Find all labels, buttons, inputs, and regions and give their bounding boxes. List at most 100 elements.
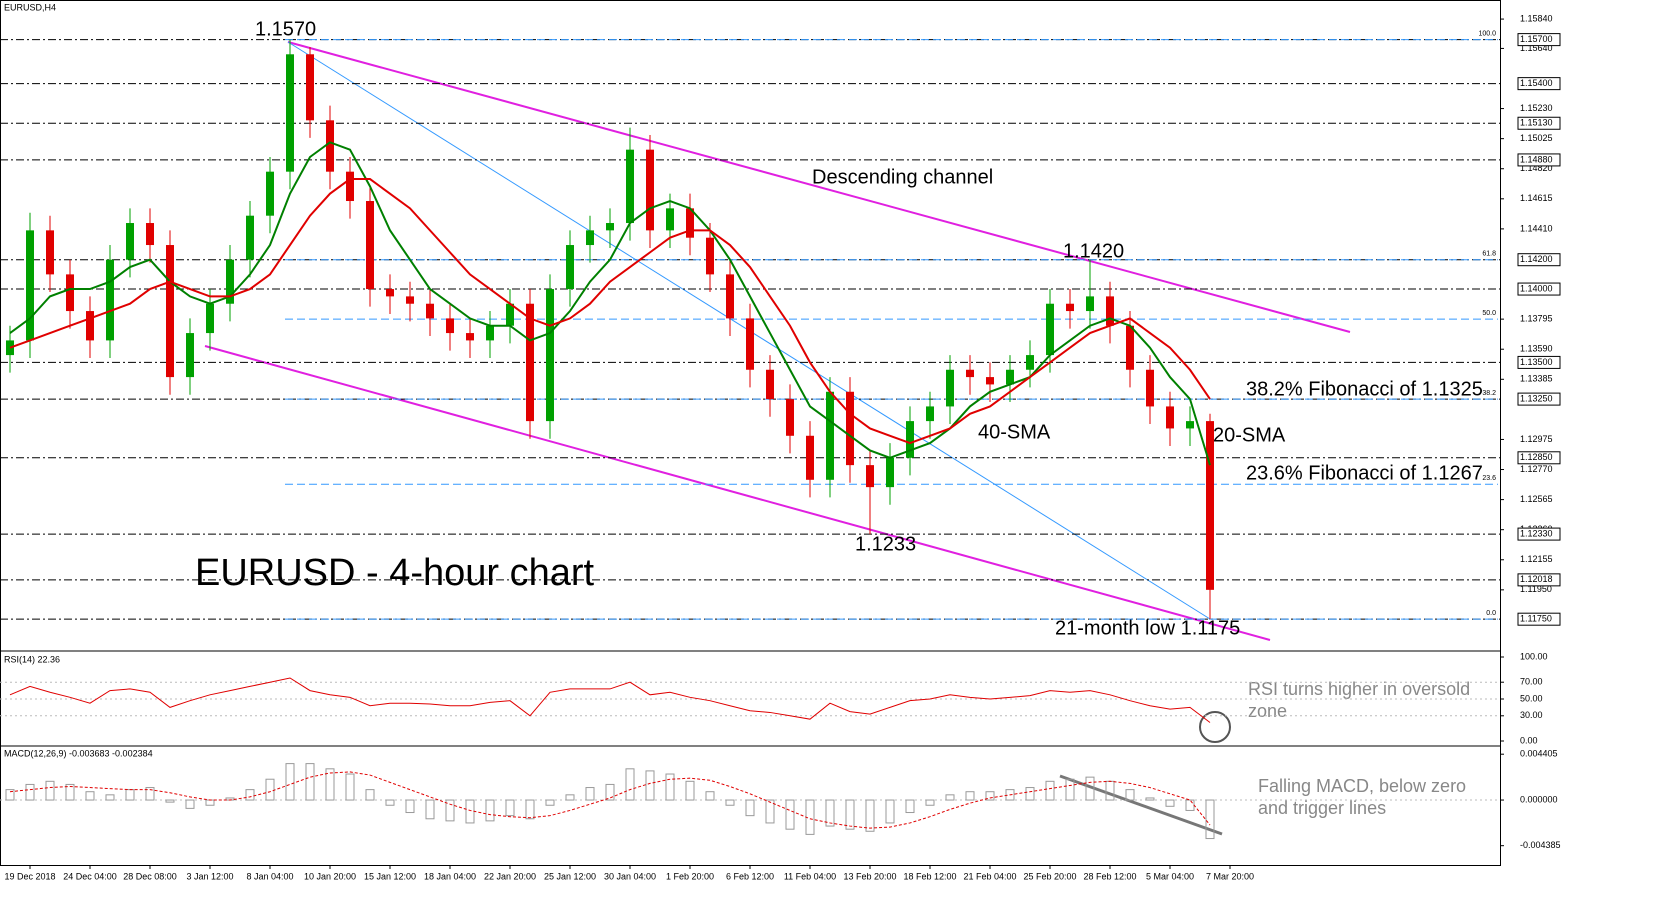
- annotation: Descending channel: [812, 166, 993, 188]
- candle-body: [686, 208, 694, 238]
- y-tick-label: 1.14615: [1520, 193, 1553, 203]
- candle-body: [746, 318, 754, 370]
- x-tick-label: 25 Feb 20:00: [1023, 871, 1076, 881]
- macd-bar: [985, 791, 995, 801]
- macd-bar: [305, 763, 315, 801]
- fib-label: 100.0: [1478, 30, 1496, 37]
- macd-annotation: Falling MACD, below zero and trigger lin…: [1258, 776, 1467, 818]
- macd-label: MACD(12,26,9) -0.003683 -0.002384: [4, 748, 153, 758]
- rsi-tick-label: 50.00: [1520, 693, 1543, 703]
- candle-body: [966, 369, 974, 378]
- candle-body: [1086, 296, 1094, 312]
- candle-body: [866, 465, 874, 488]
- sma-line: [9, 141, 1211, 466]
- candle-body: [706, 237, 714, 275]
- candle-body: [1166, 406, 1174, 429]
- macd-bar: [525, 799, 535, 820]
- level-label: 1.15400: [1520, 78, 1553, 88]
- candle-body: [426, 303, 434, 319]
- candle-body: [206, 303, 214, 334]
- macd-bar: [1085, 776, 1095, 801]
- y-tick-label: 1.14820: [1520, 163, 1553, 173]
- y-tick-label: 1.13795: [1520, 314, 1553, 324]
- rsi-circle: [1199, 711, 1231, 743]
- candle-body: [1006, 369, 1014, 385]
- macd-bar: [745, 799, 755, 817]
- macd-trend: [1059, 774, 1223, 836]
- macd-bar: [945, 794, 955, 801]
- chart-title: EURUSD - 4-hour chart: [195, 552, 595, 594]
- y-tick-label: 1.15840: [1520, 13, 1553, 23]
- macd-bar: [485, 799, 495, 822]
- candle-body: [846, 391, 854, 466]
- y-tick-label: 1.12975: [1520, 434, 1553, 444]
- candle-body: [446, 318, 454, 334]
- x-tick-label: 21 Feb 04:00: [963, 871, 1016, 881]
- rsi-annotation-box: RSI turns higher in oversold zone: [1248, 679, 1471, 721]
- x-tick-label: 22 Jan 20:00: [484, 871, 536, 881]
- candle-body: [986, 377, 994, 385]
- macd-bar: [345, 773, 355, 801]
- level-box: [1517, 355, 1561, 369]
- candle-body: [506, 303, 514, 326]
- macd-bar: [885, 799, 895, 824]
- x-tick-label: 18 Jan 04:00: [424, 871, 476, 881]
- x-tick-label: 24 Dec 04:00: [63, 871, 117, 881]
- level-box: [1517, 527, 1561, 541]
- candle-body: [1046, 303, 1054, 356]
- candle-body: [286, 54, 294, 172]
- macd-bar: [265, 778, 275, 801]
- annotation: 38.2% Fibonacci of 1.1325: [1246, 378, 1483, 400]
- macd-bar: [325, 768, 335, 801]
- candle-body: [726, 274, 734, 319]
- macd-bar: [85, 791, 95, 801]
- macd-bar: [1105, 780, 1115, 801]
- candle-body: [926, 406, 934, 422]
- candle-body: [386, 289, 394, 297]
- macd-bar: [245, 789, 255, 801]
- y-tick-label: 1.12155: [1520, 554, 1553, 564]
- candle-body: [946, 369, 954, 407]
- macd-bar: [785, 799, 795, 830]
- x-tick-label: 28 Feb 12:00: [1083, 871, 1136, 881]
- candle-body: [266, 171, 274, 216]
- macd-bar: [445, 799, 455, 822]
- level-box: [1517, 612, 1561, 626]
- fib-label: 38.2: [1482, 390, 1496, 397]
- fib-label: 61.8: [1482, 251, 1496, 258]
- macd-bar: [765, 799, 775, 824]
- candle-body: [886, 457, 894, 488]
- level-label: 1.11750: [1520, 614, 1552, 624]
- macd-signal: [9, 771, 1211, 829]
- annotation: 23.6% Fibonacci of 1.1267: [1246, 462, 1483, 484]
- macd-bar: [665, 773, 675, 801]
- level-label: 1.12330: [1520, 528, 1553, 538]
- macd-bar: [385, 799, 395, 806]
- annotation: 21-month low 1.1175: [1055, 617, 1240, 639]
- macd-bar: [45, 780, 55, 801]
- candle-body: [466, 333, 474, 341]
- macd-bar: [5, 789, 15, 801]
- level-label: 1.12018: [1520, 574, 1553, 584]
- y-tick-label: 1.15640: [1520, 43, 1553, 53]
- macd-bar: [505, 799, 515, 817]
- x-tick-label: 13 Feb 20:00: [843, 871, 896, 881]
- y-tick-label: 1.11950: [1520, 584, 1552, 594]
- candle-body: [906, 421, 914, 458]
- fib-label: 23.6: [1482, 475, 1496, 482]
- level-box: [1517, 451, 1561, 465]
- macd-bar: [1065, 778, 1075, 801]
- level-box: [1517, 33, 1561, 47]
- macd-bar: [165, 799, 175, 803]
- macd-bar: [625, 768, 635, 801]
- macd-bar: [705, 791, 715, 801]
- candle-body: [486, 325, 494, 341]
- level-label: 1.12850: [1520, 452, 1553, 462]
- macd-bar: [185, 799, 195, 809]
- rsi-annotation: RSI turns higher in oversold zone: [1248, 679, 1471, 721]
- level-label: 1.13250: [1520, 393, 1553, 403]
- macd-bar: [125, 789, 135, 801]
- level-box: [1517, 282, 1561, 296]
- macd-bar: [865, 799, 875, 832]
- macd-bar: [145, 787, 155, 801]
